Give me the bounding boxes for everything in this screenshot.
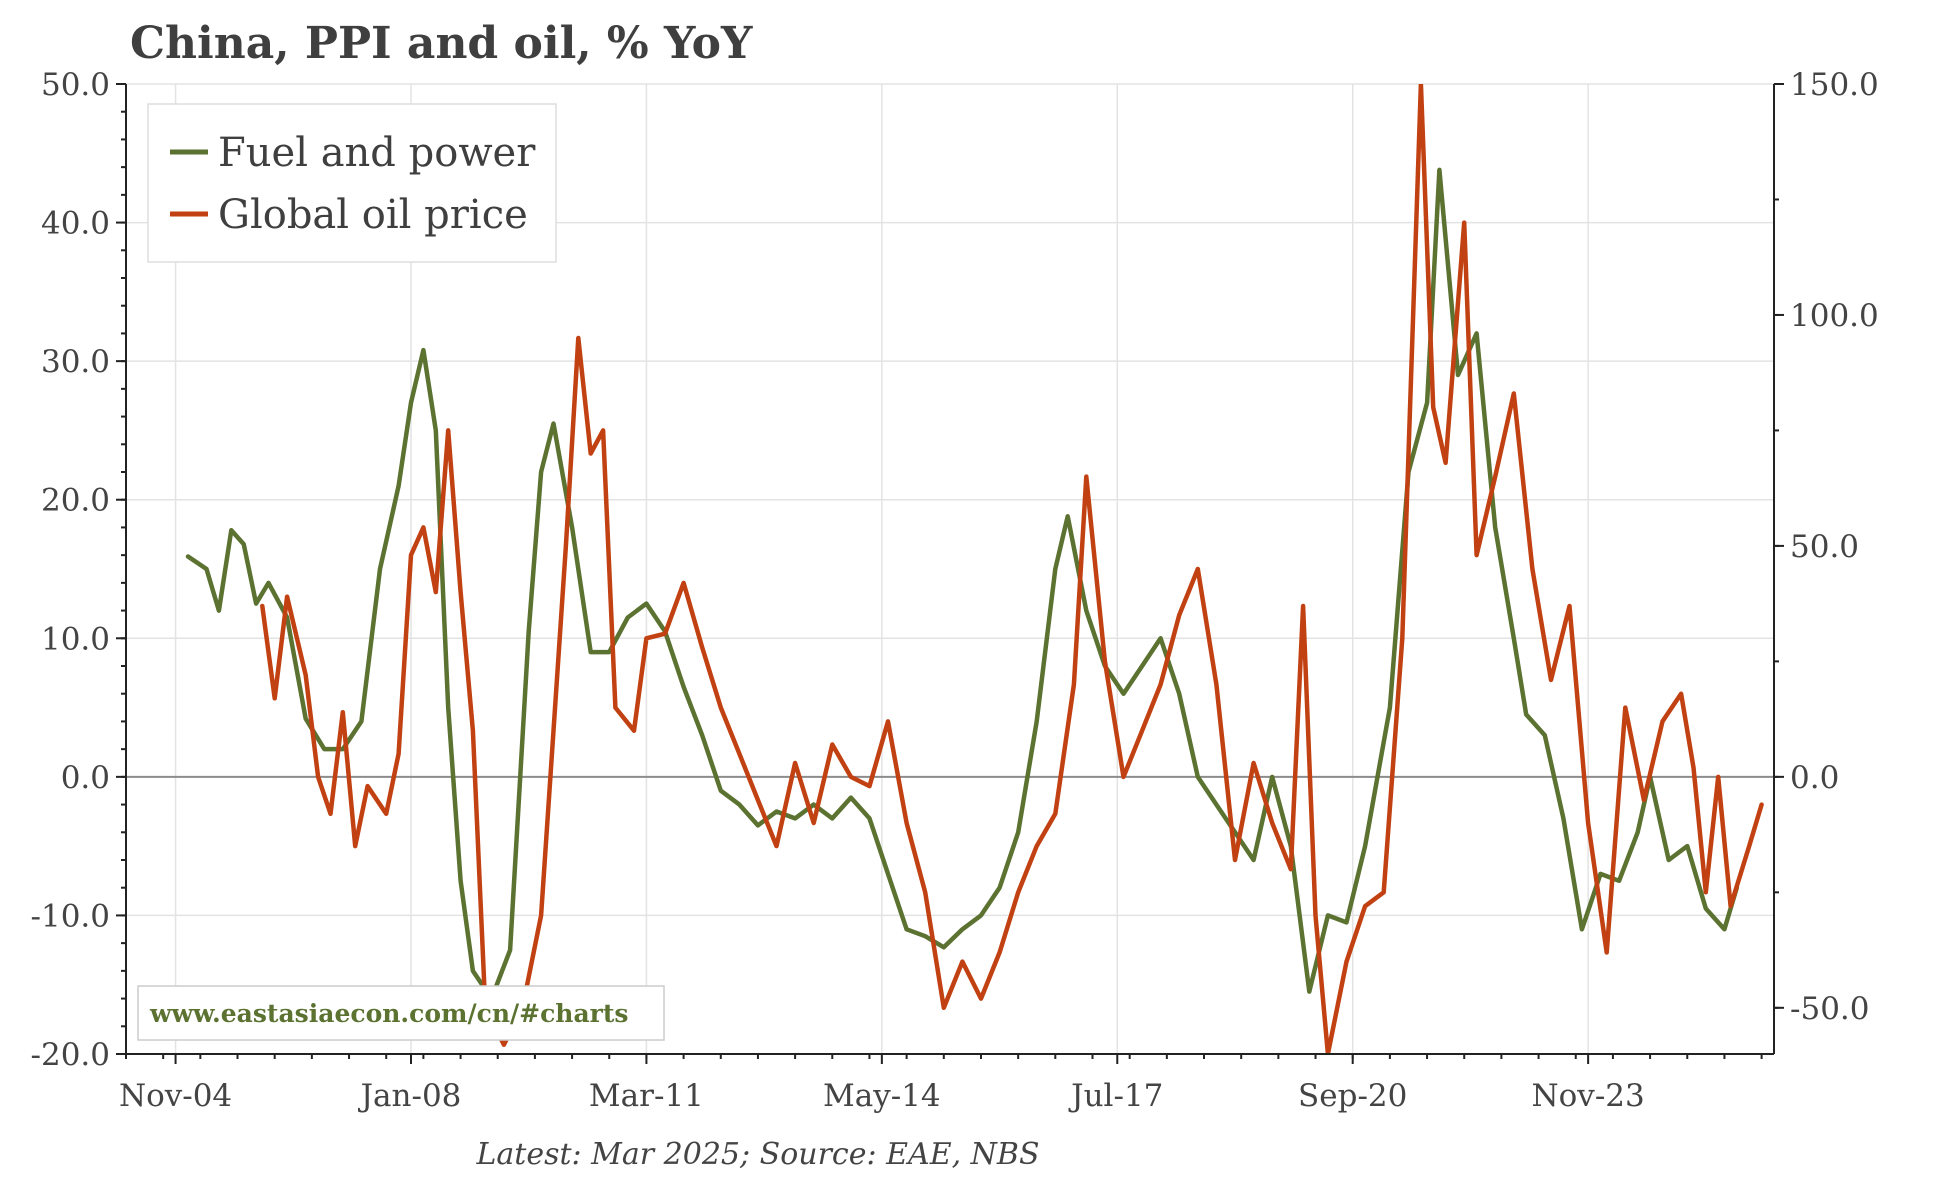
legend-box [147, 103, 557, 263]
x-tick-label: Nov-04 [119, 1078, 232, 1114]
y-right-tick-label: 150.0 [1790, 67, 1879, 103]
y-right-tick-label: 0.0 [1790, 760, 1839, 796]
y-left-tick-label: 40.0 [41, 206, 110, 242]
chart-title: China, PPI and oil, % YoY [130, 18, 753, 69]
series-line-fuel-and-power [185, 167, 1740, 1001]
series-line-global-oil-price [260, 84, 1764, 1054]
y-right-tick-label: 100.0 [1790, 298, 1879, 334]
x-tick-label: Jul-17 [1068, 1078, 1163, 1114]
axes: -20.0 -10.0 0.0 10.0 20.0 30.0 40.0 50.0 -50.0 0.… [31, 67, 1879, 1114]
legend-label-fuel-and-power: Fuel and power [218, 130, 536, 176]
source-note: Latest: Mar 2025; Source: EAE, NBS [475, 1137, 1039, 1172]
y-right-tick-label: 50.0 [1790, 529, 1859, 565]
watermark: www.eastasiaecon.com/cn/#charts [137, 985, 665, 1041]
x-tick-label: May-14 [823, 1078, 941, 1114]
plot-area [185, 84, 1764, 1054]
y-left-tick-label: 30.0 [41, 344, 110, 380]
y-left-tick-label: -10.0 [31, 898, 111, 934]
y-left-tick-label: 10.0 [41, 621, 110, 657]
y-right-tick-label: -50.0 [1790, 991, 1870, 1027]
x-tick-label: Jan-08 [358, 1078, 462, 1114]
x-tick-label: Sep-20 [1298, 1078, 1407, 1114]
y-left-tick-label: -20.0 [31, 1037, 111, 1073]
y-left-tick-label: 20.0 [41, 483, 110, 519]
y-left-tick-label: 0.0 [61, 760, 110, 796]
watermark-box [137, 985, 665, 1041]
x-tick-label: Mar-11 [589, 1078, 704, 1114]
y-left-tick-label: 50.0 [41, 67, 110, 103]
watermark-text: www.eastasiaecon.com/cn/#charts [149, 999, 628, 1028]
legend-label-global-oil-price: Global oil price [218, 192, 528, 238]
x-tick-label: Nov-23 [1532, 1078, 1645, 1114]
legend: Fuel and power Global oil price [147, 103, 557, 263]
